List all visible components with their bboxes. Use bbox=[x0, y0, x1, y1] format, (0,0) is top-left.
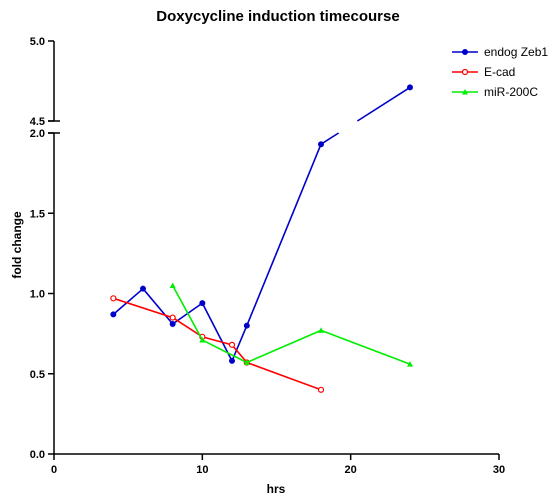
data-point bbox=[169, 282, 176, 288]
data-point bbox=[407, 84, 413, 91]
x-tick-label: 20 bbox=[345, 464, 357, 476]
series-line-segment bbox=[142, 288, 174, 325]
series-line-segment bbox=[201, 302, 233, 362]
x-tick-label: 10 bbox=[196, 464, 208, 476]
data-point bbox=[228, 341, 236, 348]
series-endog-zeb1 bbox=[110, 84, 413, 364]
data-point bbox=[317, 386, 325, 393]
series-line-segment bbox=[231, 344, 248, 364]
y-tick-label: 4.5 bbox=[30, 116, 45, 128]
data-point bbox=[243, 359, 250, 366]
y-tick-label: 0.5 bbox=[30, 369, 45, 381]
axes: 0.0 0.5 1.0 1.5 2.04.5 5.0 0 10 20 30 bbox=[30, 36, 505, 476]
data-point bbox=[199, 337, 206, 343]
series-line-segment bbox=[246, 143, 322, 326]
legend: endog Zeb1 E-cad miR-200C bbox=[452, 45, 548, 99]
y-tick-label: 1.5 bbox=[30, 208, 45, 220]
series-line-segment bbox=[246, 329, 322, 364]
legend-label: E-cad bbox=[484, 65, 515, 79]
series-e-cad bbox=[110, 295, 325, 393]
data-point bbox=[140, 285, 146, 292]
series-line-segment bbox=[320, 132, 340, 145]
series-line-segment bbox=[112, 288, 144, 315]
legend-label: endog Zeb1 bbox=[484, 45, 548, 59]
data-point bbox=[169, 320, 176, 327]
series-line-segment bbox=[113, 297, 173, 319]
series-line-segment bbox=[172, 316, 203, 338]
legend-item-mir-200c: miR-200C bbox=[452, 85, 538, 99]
series-line-segment bbox=[231, 325, 248, 362]
x-tick-label: 30 bbox=[493, 464, 505, 476]
data-point bbox=[407, 361, 413, 367]
data-point bbox=[110, 295, 117, 302]
legend-swatch-marker bbox=[461, 68, 469, 76]
series-line-segment bbox=[202, 336, 233, 346]
x-tick-label: 0 bbox=[51, 464, 57, 476]
data-point bbox=[229, 357, 235, 364]
y-tick-label: 2.0 bbox=[30, 128, 45, 140]
plot-area bbox=[110, 84, 413, 393]
legend-swatch-marker bbox=[462, 49, 468, 55]
y-tick-label: 0.0 bbox=[30, 449, 45, 461]
legend-label: miR-200C bbox=[484, 85, 538, 99]
series-mir-200c bbox=[169, 282, 413, 367]
data-point bbox=[169, 314, 176, 321]
chart-title: Doxycycline induction timecourse bbox=[156, 8, 399, 25]
data-point bbox=[243, 322, 250, 329]
series-line-segment bbox=[356, 86, 411, 122]
y-tick-label: 5.0 bbox=[30, 36, 45, 48]
y-axis-label: fold change bbox=[10, 211, 24, 279]
y-tick-label: 1.0 bbox=[30, 289, 45, 301]
legend-item-e-cad: E-cad bbox=[452, 65, 515, 79]
legend-swatch-marker bbox=[462, 89, 468, 95]
legend-item-endog-zeb1: endog Zeb1 bbox=[452, 45, 548, 59]
data-point bbox=[199, 300, 206, 307]
series-line-segment bbox=[201, 339, 248, 364]
x-axis-label: hrs bbox=[267, 482, 286, 496]
data-point bbox=[318, 327, 324, 333]
data-point bbox=[110, 311, 117, 318]
series-line-segment bbox=[246, 361, 322, 391]
data-point bbox=[318, 141, 324, 148]
series-line-segment bbox=[320, 329, 411, 365]
series-line-segment bbox=[171, 285, 204, 341]
